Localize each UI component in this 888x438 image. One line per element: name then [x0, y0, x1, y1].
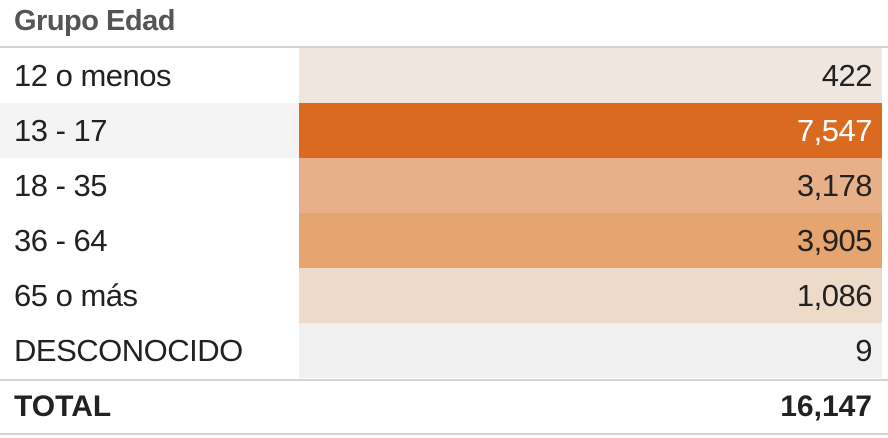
table-row[interactable]: 65 o más 1,086: [0, 268, 888, 323]
row-value: 3,178: [796, 168, 873, 203]
value-cell[interactable]: 7,547: [299, 103, 882, 158]
table-row[interactable]: 18 - 35 3,178: [0, 158, 888, 213]
table-row[interactable]: 13 - 17 7,547: [0, 103, 888, 158]
row-label: DESCONOCIDO: [14, 333, 243, 368]
row-label: 18 - 35: [14, 168, 108, 203]
table-row[interactable]: 12 o menos 422: [0, 48, 888, 103]
row-label: 12 o menos: [14, 58, 172, 93]
row-value: 3,905: [796, 223, 873, 258]
table-row[interactable]: 36 - 64 3,905: [0, 213, 888, 268]
value-cell[interactable]: 422: [299, 48, 882, 103]
row-label: 13 - 17: [14, 113, 108, 148]
table-row[interactable]: DESCONOCIDO 9: [0, 323, 888, 378]
total-label: TOTAL: [14, 390, 112, 423]
row-label-cell[interactable]: 65 o más: [0, 268, 299, 323]
value-cell[interactable]: 3,905: [299, 213, 882, 268]
row-label-cell[interactable]: DESCONOCIDO: [0, 323, 299, 378]
row-value: 9: [855, 333, 872, 368]
value-cell[interactable]: 9: [299, 323, 882, 378]
row-label: 36 - 64: [14, 223, 108, 258]
value-cell[interactable]: 1,086: [299, 268, 882, 323]
column-header-label: Grupo Edad: [14, 5, 175, 37]
total-value: 16,147: [780, 390, 872, 423]
row-value: 1,086: [796, 278, 873, 313]
row-label-cell[interactable]: 36 - 64: [0, 213, 299, 268]
row-label-cell[interactable]: 18 - 35: [0, 158, 299, 213]
row-label-cell[interactable]: 13 - 17: [0, 103, 299, 158]
row-value: 7,547: [796, 113, 873, 148]
row-value: 422: [821, 58, 873, 93]
value-cell[interactable]: 3,178: [299, 158, 882, 213]
row-label-cell[interactable]: 12 o menos: [0, 48, 299, 103]
row-label: 65 o más: [14, 278, 138, 313]
total-row: TOTAL 16,147: [0, 379, 888, 435]
column-header: Grupo Edad: [0, 0, 888, 48]
